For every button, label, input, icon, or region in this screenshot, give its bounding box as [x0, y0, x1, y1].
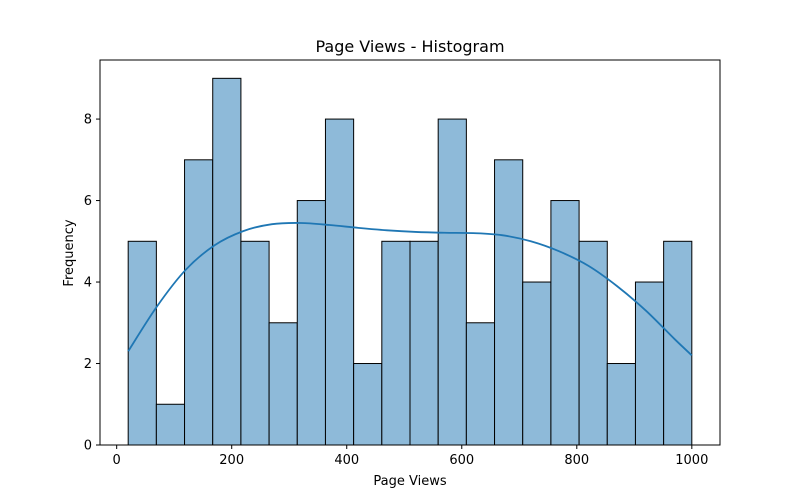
y-tick-label: 6 — [84, 194, 92, 209]
plot-frame — [99, 59, 721, 446]
x-tick-label: 0 — [113, 453, 121, 468]
y-tick-label: 0 — [84, 439, 92, 454]
kde-line — [127, 222, 693, 357]
histogram-bar — [240, 240, 270, 446]
y-tick-label: 8 — [84, 113, 92, 128]
x-tick-label: 1000 — [675, 453, 708, 468]
bars-group — [127, 77, 693, 446]
x-axis-ticks: 0 200 400 600 800 1000 — [113, 445, 708, 468]
histogram-bar — [437, 118, 467, 446]
histogram-bar — [578, 240, 608, 446]
y-tick-label: 2 — [84, 357, 92, 372]
chart-title: Page Views - Histogram — [315, 37, 504, 56]
histogram-bar — [212, 77, 242, 446]
histogram-bar — [155, 403, 186, 446]
histogram-bar — [381, 240, 411, 446]
x-tick-label: 800 — [564, 453, 589, 468]
histogram-bar — [634, 281, 665, 446]
histogram-bar — [522, 281, 552, 446]
y-axis-ticks: 0 2 4 6 8 — [84, 113, 100, 454]
x-axis-label: Page Views — [373, 474, 446, 489]
x-tick-label: 200 — [219, 453, 244, 468]
histogram-bar — [465, 322, 496, 446]
histogram-bar — [606, 363, 636, 446]
histogram-bar — [353, 363, 383, 446]
histogram-bar — [550, 200, 580, 446]
x-tick-label: 400 — [334, 453, 359, 468]
kde-group — [127, 222, 693, 357]
histogram-bar — [324, 118, 355, 446]
histogram-bar — [409, 240, 439, 446]
x-tick-label: 600 — [449, 453, 474, 468]
histogram-bar — [184, 159, 214, 446]
y-axis-label: Frequency — [62, 219, 77, 286]
y-tick-label: 4 — [84, 276, 92, 291]
histogram-bar — [494, 159, 524, 446]
histogram-bar — [296, 200, 326, 446]
histogram-bar — [268, 322, 298, 446]
